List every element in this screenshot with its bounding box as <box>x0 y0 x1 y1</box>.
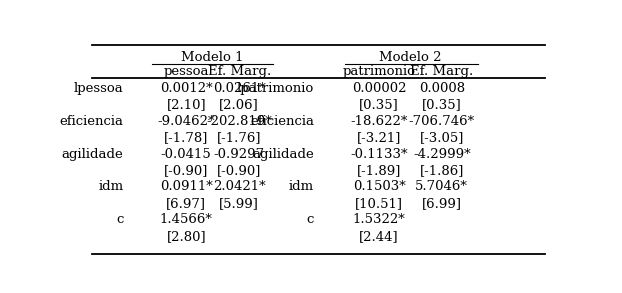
Text: 0.00002: 0.00002 <box>352 82 406 95</box>
Text: [2.80]: [2.80] <box>167 230 206 243</box>
Text: [0.35]: [0.35] <box>359 98 399 111</box>
Text: lpatrimonio: lpatrimonio <box>237 82 314 95</box>
Text: [-0.90]: [-0.90] <box>217 164 261 177</box>
Text: pessoa: pessoa <box>164 65 209 78</box>
Text: agilidade: agilidade <box>252 148 314 161</box>
Text: [6.99]: [6.99] <box>422 197 462 210</box>
Text: [-0.90]: [-0.90] <box>164 164 208 177</box>
Text: 1.4566*: 1.4566* <box>160 213 213 226</box>
Text: lpessoa: lpessoa <box>74 82 124 95</box>
Text: [-1.89]: [-1.89] <box>357 164 401 177</box>
Text: -706.746*: -706.746* <box>409 115 475 128</box>
Text: [-3.21]: [-3.21] <box>357 131 401 144</box>
Text: [-3.05]: [-3.05] <box>419 131 464 144</box>
Text: [2.10]: [2.10] <box>167 98 206 111</box>
Text: 5.7046*: 5.7046* <box>415 180 468 193</box>
Text: [10.51]: [10.51] <box>355 197 403 210</box>
Text: -0.9297: -0.9297 <box>214 148 265 161</box>
Text: -4.2999*: -4.2999* <box>413 148 470 161</box>
Text: 0.0008: 0.0008 <box>419 82 465 95</box>
Text: Modelo 1: Modelo 1 <box>182 51 244 64</box>
Text: idm: idm <box>98 180 124 193</box>
Text: [2.44]: [2.44] <box>360 230 399 243</box>
Text: c: c <box>116 213 124 226</box>
Text: [-1.76]: [-1.76] <box>217 131 261 144</box>
Text: patrimonio: patrimonio <box>343 65 415 78</box>
Text: c: c <box>307 213 314 226</box>
Text: [-1.78]: [-1.78] <box>164 131 208 144</box>
Text: Ef. Marg.: Ef. Marg. <box>208 65 271 78</box>
Text: eficiencia: eficiencia <box>250 115 314 128</box>
Text: 0.0012*: 0.0012* <box>160 82 213 95</box>
Text: 0.1503*: 0.1503* <box>353 180 406 193</box>
Text: -202.819*: -202.819* <box>207 115 272 128</box>
Text: eficiencia: eficiencia <box>60 115 124 128</box>
Text: Ef. Marg.: Ef. Marg. <box>410 65 473 78</box>
Text: 0.0261*: 0.0261* <box>213 82 266 95</box>
Text: -0.0415: -0.0415 <box>161 148 211 161</box>
Text: [5.99]: [5.99] <box>220 197 259 210</box>
Text: -18.622*: -18.622* <box>350 115 407 128</box>
Text: 0.0911*: 0.0911* <box>160 180 213 193</box>
Text: -9.0462*: -9.0462* <box>157 115 215 128</box>
Text: [6.97]: [6.97] <box>166 197 207 210</box>
Text: -0.1133*: -0.1133* <box>350 148 408 161</box>
Text: [2.06]: [2.06] <box>220 98 259 111</box>
Text: [-1.86]: [-1.86] <box>419 164 464 177</box>
Text: [0.35]: [0.35] <box>422 98 462 111</box>
Text: 1.5322*: 1.5322* <box>353 213 406 226</box>
Text: Modelo 2: Modelo 2 <box>379 51 442 64</box>
Text: idm: idm <box>289 180 314 193</box>
Text: 2.0421*: 2.0421* <box>213 180 266 193</box>
Text: agilidade: agilidade <box>62 148 124 161</box>
